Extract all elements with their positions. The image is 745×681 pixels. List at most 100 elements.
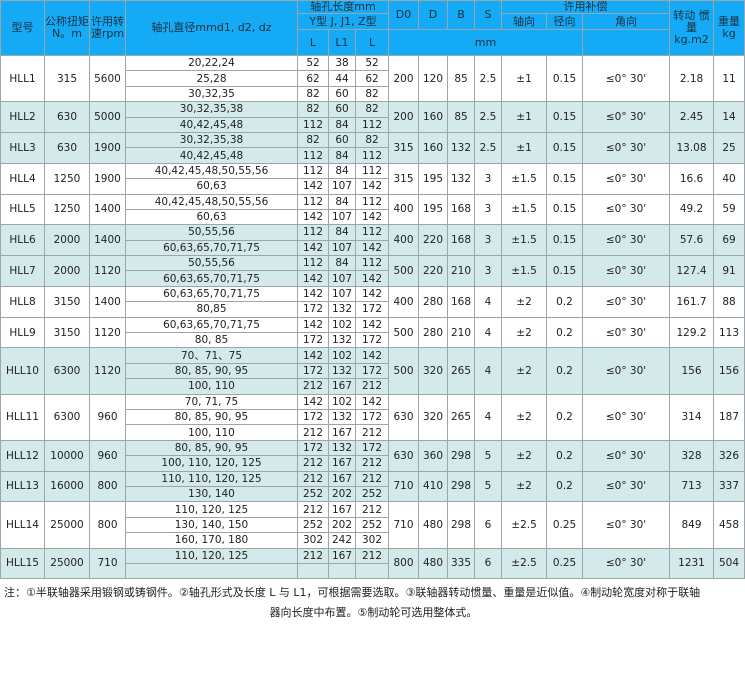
cell-torque: 25000 (44, 547, 90, 580)
cell-radial: 0.15 (546, 193, 584, 226)
header-inertia: 转动 惯量kg.m2 (669, 0, 715, 56)
cell-torque: 25000 (44, 501, 90, 549)
cell-l1: 167 (328, 378, 356, 395)
cell-inertia: 161.7 (669, 285, 715, 318)
cell-angular: ≤0° 30' (582, 101, 671, 133)
cell-l: 142 (297, 316, 329, 334)
cell-l1: 167 (328, 470, 356, 487)
cell-d0: 400 (388, 193, 420, 226)
cell-radial: 0.2 (546, 393, 584, 441)
cell-s: 4 (474, 316, 503, 349)
cell-bore-diameter: 20,22,24 (125, 54, 298, 72)
cell-radial: 0.15 (546, 255, 584, 287)
cell-l-2: 142 (354, 316, 390, 334)
table-row: 60,63 142 107 142 (1, 178, 745, 195)
cell-l1: 102 (328, 316, 356, 334)
cell-d0: 315 (388, 131, 420, 164)
cell-l-2: 82 (354, 85, 390, 103)
cell-l1: 102 (328, 393, 356, 410)
table-header: 型号 公称扭矩N。m 许用转速rpm 轴孔直径mmd1, d2, dz 轴孔长度… (0, 0, 745, 56)
cell-b: 298 (447, 470, 476, 503)
cell-weight: 40 (713, 162, 745, 195)
cell-bore-diameter: 80, 85, 90, 95 (125, 408, 298, 426)
cell-l-2: 212 (354, 455, 390, 472)
cell-s: 4 (474, 285, 503, 318)
cell-angular: ≤0° 30' (582, 285, 671, 318)
cell-bore-diameter: 25,28 (125, 70, 298, 87)
table-body: HLL1 315 5600 20,22,24 52 38 52 200 120 85 2.5 ±1 0.… (0, 54, 745, 580)
cell-d0: 630 (388, 439, 420, 472)
cell-bore-diameter: 70、71、75 (125, 347, 298, 364)
cell-model: HLL13 (0, 470, 45, 503)
cell-l-2: 112 (354, 224, 390, 241)
cell-l-2: 112 (354, 193, 390, 210)
cell-weight: 69 (713, 224, 745, 257)
cell-l-2: 52 (354, 54, 390, 72)
cell-l: 142 (297, 347, 329, 364)
cell-radial: 0.15 (546, 224, 584, 257)
cell-l-2: 142 (354, 178, 390, 195)
cell-d0: 630 (388, 393, 420, 441)
cell-d: 280 (418, 316, 449, 349)
table-row: HLL13 16000 800 110, 110, 120, 125 212 167 212… (0, 470, 745, 503)
cell-angular: ≤0° 30' (582, 439, 671, 472)
cell-torque: 2000 (44, 224, 90, 257)
cell-angular: ≤0° 30' (582, 162, 671, 195)
cell-b: 265 (447, 347, 476, 395)
cell-torque: 1250 (44, 162, 90, 195)
cell-speed: 1900 (89, 131, 126, 164)
cell-bore-diameter: 110, 120, 125 (125, 547, 298, 564)
table-row: HLL12 10000 960 80, 85, 90, 95 172 132 172 630 3… (0, 439, 745, 472)
cell-model: HLL1 (0, 54, 45, 103)
cell-torque: 2000 (44, 255, 90, 287)
cell-s: 4 (474, 347, 503, 395)
cell-model: HLL11 (0, 393, 45, 441)
cell-inertia: 314 (669, 393, 715, 441)
table-row: 25,28 62 44 62 (1, 70, 745, 87)
cell-l1: 242 (328, 532, 356, 549)
table-row: 130, 140 252 202 252 (1, 485, 745, 503)
cell-bore-diameter: 100, 110 (125, 424, 298, 441)
table-row: HLL8 3150 1400 60,63,65,70,71,75 142 107 142 40… (0, 285, 745, 318)
cell-l: 252 (297, 516, 329, 534)
cell-inertia: 49.2 (669, 193, 715, 226)
cell-speed: 960 (89, 393, 126, 441)
header-compensation: 许用补偿 (501, 0, 671, 14)
cell-speed: 710 (89, 547, 126, 580)
header-angular-blank (582, 29, 671, 56)
cell-weight: 113 (713, 316, 745, 349)
header-radial: 径向 (546, 13, 584, 30)
cell-b: 132 (447, 131, 476, 164)
cell-l1: 60 (328, 101, 356, 118)
cell-bore-diameter: 110, 120, 125 (125, 501, 298, 518)
table-row: 80, 85, 90, 95 172 132 172 (1, 408, 745, 426)
header-l1: L1 (328, 29, 356, 56)
footnote-line2: 器向长度中布置。⑤制动轮可选用整体式。 (269, 606, 478, 620)
cell-radial: 0.15 (546, 162, 584, 195)
cell-angular: ≤0° 30' (582, 131, 671, 164)
cell-radial: 0.2 (546, 347, 584, 395)
cell-inertia: 2.45 (669, 101, 715, 133)
cell-l1: 44 (328, 70, 356, 87)
cell-bore-diameter: 80, 85 (125, 332, 298, 349)
cell-d0: 500 (388, 347, 420, 395)
cell-torque: 16000 (44, 470, 90, 503)
cell-l-2: 142 (354, 239, 390, 257)
cell-l-2: 252 (354, 516, 390, 534)
table-row: 30,32,35 82 60 82 (1, 85, 745, 103)
cell-l: 142 (297, 178, 329, 195)
table-row: 160, 170, 180 302 242 302 (1, 532, 745, 549)
cell-l-2: 172 (354, 439, 390, 457)
table-row: HLL2 630 5000 30,32,35,38 82 60 82 200 160 85 2.5 ±… (0, 101, 745, 133)
cell-torque: 630 (44, 101, 90, 133)
header-axial: 轴向 (501, 13, 548, 30)
cell-l-2: 302 (354, 532, 390, 549)
cell-l-2: 212 (354, 470, 390, 487)
cell-torque: 6300 (44, 393, 90, 441)
cell-axial: ±2 (501, 285, 548, 318)
cell-inertia: 127.4 (669, 255, 715, 287)
cell-l1: 167 (328, 501, 356, 518)
cell-weight: 59 (713, 193, 745, 226)
cell-l: 172 (297, 362, 329, 380)
cell-d0: 710 (388, 470, 420, 503)
